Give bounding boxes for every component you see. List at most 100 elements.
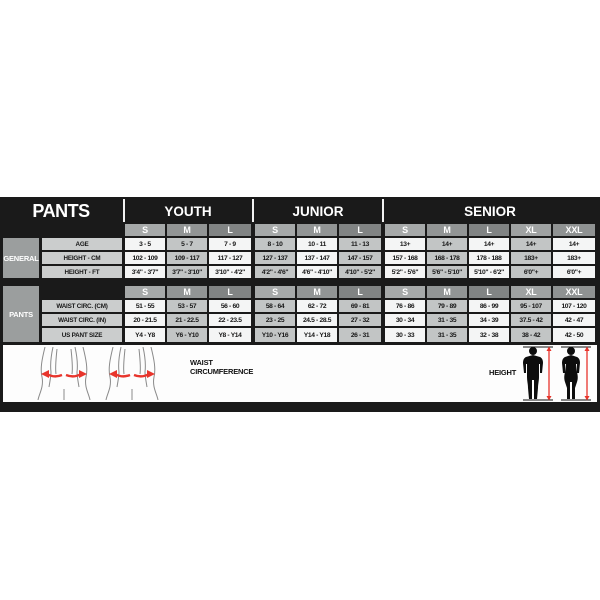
table-cell: 3'4" - 3'7": [125, 266, 165, 278]
table-cell: 95 - 107: [511, 300, 551, 312]
row-label: US PANT SIZE: [42, 328, 122, 342]
table-cell: 3'7" - 3'10": [167, 266, 207, 278]
table-cell: Y14 - Y18: [297, 328, 337, 342]
height-label: HEIGHT: [489, 368, 517, 377]
table-cell: 34 - 39: [469, 314, 509, 326]
size-header-s: S: [385, 286, 425, 298]
table-cell: 137 - 147: [297, 252, 337, 264]
size-header-s: S: [125, 224, 165, 236]
size-header-l: L: [469, 286, 509, 298]
row-label: HEIGHT - CM: [42, 252, 122, 264]
table-cell: 27 - 32: [339, 314, 381, 326]
size-header-l: L: [469, 224, 509, 236]
table-cell: 76 - 86: [385, 300, 425, 312]
size-header-m: M: [167, 224, 207, 236]
table-cell: 7 - 9: [209, 238, 251, 250]
table-cell: 6'0"+: [511, 266, 551, 278]
size-header-s: S: [255, 286, 295, 298]
size-header-xl: XL: [511, 224, 551, 236]
table-cell: 42 - 47: [553, 314, 595, 326]
table-cell: 5 - 7: [167, 238, 207, 250]
table-cell: 168 - 178: [427, 252, 467, 264]
group-separator: [382, 199, 384, 222]
group-title-junior: JUNIOR: [292, 203, 344, 219]
table-cell: 42 - 50: [553, 328, 595, 342]
size-header-m: M: [297, 286, 337, 298]
table-cell: 8 - 10: [255, 238, 295, 250]
row-label: AGE: [42, 238, 122, 250]
section-label-general: GENERAL: [3, 238, 39, 278]
size-header-m: M: [297, 224, 337, 236]
size-header-xxl: XXL: [553, 286, 595, 298]
table-cell: 58 - 64: [255, 300, 295, 312]
table-cell: 157 - 168: [385, 252, 425, 264]
table-cell: 183+: [511, 252, 551, 264]
table-cell: 107 - 120: [553, 300, 595, 312]
chart-title: PANTS: [32, 200, 90, 221]
size-header-xl: XL: [511, 286, 551, 298]
pants-size-chart: PANTS YOUTH JUNIOR SENIOR S M L S M L S M L XL XXL GE…: [0, 197, 600, 412]
table-cell: 5'10" - 6'2": [469, 266, 509, 278]
table-cell: 4'6" - 4'10": [297, 266, 337, 278]
table-cell: Y10 - Y16: [255, 328, 295, 342]
table-cell: 32 - 38: [469, 328, 509, 342]
table-cell: 53 - 57: [167, 300, 207, 312]
table-cell: 79 - 89: [427, 300, 467, 312]
size-header-m: M: [167, 286, 207, 298]
size-header-l: L: [339, 286, 381, 298]
waist-circumference-label: WAIST CIRCUMFERENCE: [190, 358, 254, 376]
size-header-s: S: [385, 224, 425, 236]
table-cell: 183+: [553, 252, 595, 264]
table-cell: 26 - 31: [339, 328, 381, 342]
table-cell: 22 - 23.5: [209, 314, 251, 326]
table-cell: 14+: [427, 238, 467, 250]
table-cell: 14+: [469, 238, 509, 250]
size-header-m: M: [427, 224, 467, 236]
table-cell: 69 - 81: [339, 300, 381, 312]
table-cell: 37.5 - 42: [511, 314, 551, 326]
table-cell: 3 - 5: [125, 238, 165, 250]
section-label-pants: PANTS: [3, 286, 39, 342]
waist-circumference-icon: [37, 347, 159, 400]
group-title-senior: SENIOR: [464, 203, 516, 219]
table-cell: 3'10" - 4'2": [209, 266, 251, 278]
size-header-l: L: [209, 286, 251, 298]
table-cell: 24.5 - 28.5: [297, 314, 337, 326]
table-cell: 127 - 137: [255, 252, 295, 264]
table-cell: 117 - 127: [209, 252, 251, 264]
height-measure-icon: [523, 346, 591, 401]
table-cell: 21 - 22.5: [167, 314, 207, 326]
table-cell: 86 - 99: [469, 300, 509, 312]
table-cell: 23 - 25: [255, 314, 295, 326]
size-header-s: S: [125, 286, 165, 298]
size-header-xxl: XXL: [553, 224, 595, 236]
table-cell: 5'6" - 5'10": [427, 266, 467, 278]
row-label: HEIGHT - FT: [42, 266, 122, 278]
table-cell: 11 - 13: [339, 238, 381, 250]
table-cell: 4'2" - 4'6": [255, 266, 295, 278]
row-label: WAIST CIRC. (CM): [42, 300, 122, 312]
table-cell: 56 - 60: [209, 300, 251, 312]
table-cell: 14+: [553, 238, 595, 250]
table-cell: 31 - 35: [427, 328, 467, 342]
table-cell: 14+: [511, 238, 551, 250]
table-cell: 5'2" - 5'6": [385, 266, 425, 278]
row-label: WAIST CIRC. (IN): [42, 314, 122, 326]
table-cell: 20 - 21.5: [125, 314, 165, 326]
table-cell: 38 - 42: [511, 328, 551, 342]
table-cell: 6'0"+: [553, 266, 595, 278]
table-cell: 30 - 33: [385, 328, 425, 342]
table-cell: Y4 - Y8: [125, 328, 165, 342]
group-separator: [123, 199, 125, 222]
size-header-l: L: [339, 224, 381, 236]
size-header-l: L: [209, 224, 251, 236]
size-header-s: S: [255, 224, 295, 236]
group-separator: [252, 199, 254, 222]
table-cell: 109 - 117: [167, 252, 207, 264]
table-cell: Y8 - Y14: [209, 328, 251, 342]
table-cell: 4'10" - 5'2": [339, 266, 381, 278]
group-title-youth: YOUTH: [164, 203, 212, 219]
measurement-legend: WAIST CIRCUMFERENCE HEIGHT: [3, 345, 597, 402]
table-cell: 10 - 11: [297, 238, 337, 250]
